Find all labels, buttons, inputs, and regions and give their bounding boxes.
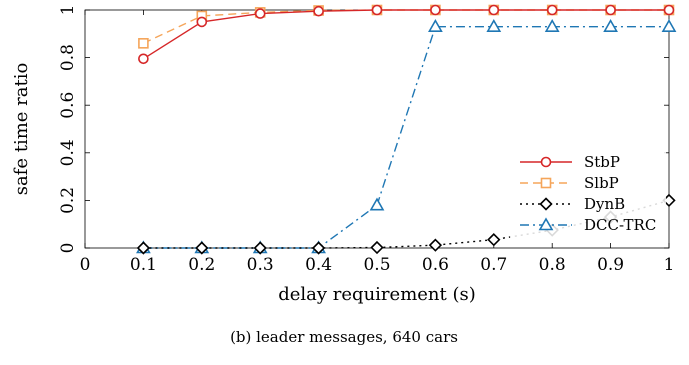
data-point — [313, 5, 324, 17]
data-point — [136, 241, 151, 255]
legend-item: StbP — [520, 153, 620, 171]
data-point — [603, 19, 618, 32]
axes: 0 0.1 0.2 0.3 0.4 0.5 0.6 0.7 0.8 0.9 1 0 0.2 0.4 0.6 0… — [58, 5, 674, 275]
data-point — [428, 238, 443, 252]
legend-label: DCC-TRC — [584, 216, 656, 234]
y-axis-label: safe time ratio — [11, 63, 32, 196]
data-point — [253, 241, 267, 255]
data-point — [196, 16, 208, 28]
series-line — [143, 9, 669, 60]
x-tick-label: 0.8 — [539, 255, 566, 275]
data-point — [371, 4, 383, 16]
legend-item: DynB — [520, 195, 625, 213]
data-point — [311, 241, 326, 255]
legend-item: SlbP — [520, 174, 619, 192]
legend-box — [510, 148, 666, 240]
y-tick-label: 0.8 — [58, 44, 78, 71]
x-tick-label: 0 — [80, 255, 91, 275]
data-point — [370, 240, 384, 255]
legend-label: SlbP — [584, 174, 619, 192]
data-point — [663, 4, 675, 16]
x-tick-label: 0.5 — [363, 255, 390, 275]
x-tick-label: 0.4 — [305, 255, 332, 275]
data-point — [138, 38, 149, 49]
legend-marker — [539, 197, 553, 211]
data-point — [488, 4, 500, 16]
x-tick-label: 1 — [664, 255, 675, 275]
x-tick-label: 0.3 — [247, 255, 274, 275]
data-point — [138, 53, 149, 65]
legend-item: DCC-TRC — [520, 216, 656, 234]
x-axis-label: delay requirement (s) — [278, 284, 476, 305]
data-point — [428, 19, 443, 32]
y-tick-label: 1 — [58, 5, 78, 16]
legend-marker — [538, 217, 554, 231]
series-stbp — [138, 4, 675, 65]
legend-marker — [540, 156, 552, 168]
data-point — [605, 4, 616, 16]
figure-caption: (b) leader messages, 640 cars — [230, 328, 458, 346]
y-tick-label: 0 — [58, 243, 78, 254]
x-tick-label: 0.7 — [480, 255, 507, 275]
data-point — [661, 19, 677, 32]
legend-label: StbP — [584, 153, 620, 171]
data-point — [195, 241, 209, 255]
data-point — [487, 233, 501, 247]
y-tick-label: 0.6 — [58, 92, 78, 119]
data-point — [254, 8, 266, 19]
data-point — [544, 19, 560, 32]
y-tick-label: 0.4 — [58, 139, 78, 166]
legend: StbP SlbP DynB DCC-TRC — [510, 148, 666, 240]
x-tick-label: 0.9 — [597, 255, 624, 275]
legend-marker — [540, 177, 552, 189]
data-point — [546, 4, 558, 16]
data-point — [369, 197, 385, 211]
x-tick-label: 0.2 — [188, 255, 215, 275]
data-point — [486, 19, 502, 32]
data-point — [430, 4, 441, 16]
x-tick-label: 0.1 — [130, 255, 157, 275]
y-tick-label: 0.2 — [58, 187, 78, 214]
legend-label: DynB — [584, 195, 625, 213]
x-tick-label: 0.6 — [422, 255, 449, 275]
